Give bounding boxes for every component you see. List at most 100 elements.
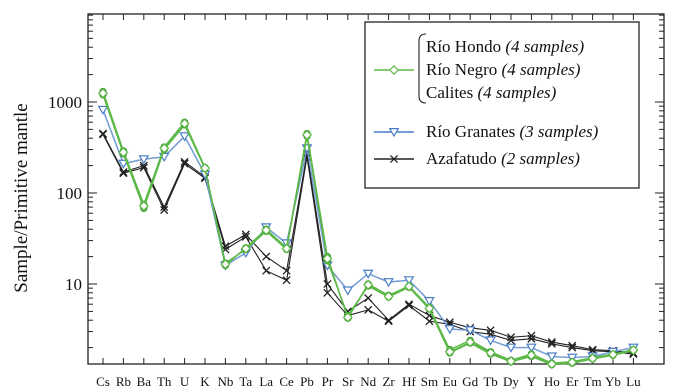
data-point (364, 305, 373, 314)
data-point (527, 334, 536, 343)
x-tick-label: Yb (605, 374, 621, 389)
legend-entry: Río Hondo (4 samples) (426, 37, 585, 56)
x-tick-label: Ba (137, 374, 152, 389)
legend-entry: Azafatudo (2 samples) (374, 149, 580, 168)
data-point (262, 252, 271, 261)
x-tick-label: Ce (279, 374, 294, 389)
legend-note: (3 samples) (519, 122, 598, 141)
x-tick-label: Sm (421, 374, 438, 389)
legend-label: Río Hondo (4 samples) (426, 37, 585, 56)
x-tick-label: Th (157, 374, 172, 389)
data-point (179, 132, 190, 142)
y-tick-label: 10 (65, 275, 82, 294)
x-tick-label: Lu (626, 374, 641, 389)
x-tick-label: Ho (544, 374, 560, 389)
x-tick-label: Ta (239, 374, 252, 389)
x-axis: Cs Rb Ba Th U K Nb Ta La Ce Pb Pr Sr Nd Zr Hf Sm Eu Gd Tb Dy… (96, 14, 641, 389)
data-point (383, 278, 394, 288)
legend-name: Río Granates (426, 122, 519, 141)
data-point (301, 129, 313, 140)
data-point (506, 336, 516, 345)
x-tick-label: U (180, 374, 190, 389)
data-point (607, 349, 619, 360)
data-point (587, 353, 598, 364)
data-point (240, 243, 251, 254)
data-point (180, 159, 189, 168)
y-tick-label: 100 (57, 184, 83, 203)
data-point (241, 232, 250, 241)
data-point (505, 343, 517, 353)
data-point (527, 331, 536, 340)
legend-group-brace (418, 33, 427, 104)
x-tick-label: Nd (360, 374, 376, 389)
data-point (444, 325, 456, 335)
x-tick-label: Pr (322, 374, 334, 389)
x-tick-label: Hf (402, 374, 416, 389)
data-point (526, 343, 537, 353)
data-point (241, 230, 250, 239)
data-point (547, 339, 556, 348)
legend-marker (389, 154, 399, 164)
x-tick-label: Tm (584, 374, 602, 389)
data-point (546, 352, 558, 362)
x-tick-label: Cs (96, 374, 110, 389)
data-point (404, 300, 414, 309)
x-tick-label: Nb (217, 374, 233, 389)
data-point (342, 286, 354, 296)
legend-marker (388, 128, 400, 138)
data-point (526, 350, 537, 361)
data-point (323, 288, 332, 297)
x-tick-label: Sr (342, 374, 354, 389)
legend-note: (2 samples) (501, 149, 580, 168)
data-point (505, 356, 517, 367)
y-axis: 10 100 1000 (48, 14, 664, 349)
data-point (138, 155, 150, 165)
data-point (363, 279, 374, 290)
x-tick-label: Eu (443, 374, 458, 389)
data-point (546, 358, 557, 370)
data-point (485, 336, 496, 346)
legend-entry: Río Negro (4 samples) (374, 60, 581, 79)
data-point (179, 118, 190, 129)
data-point (384, 316, 393, 325)
legend-name: Río Negro (426, 60, 502, 79)
data-point (383, 291, 394, 302)
x-tick-label: Er (566, 374, 579, 389)
data-point (364, 294, 373, 303)
x-tick-label: K (200, 374, 210, 389)
x-tick-label: La (259, 374, 273, 389)
data-point (628, 345, 639, 356)
legend-name: Calites (426, 83, 477, 102)
x-tick-label: Zr (382, 374, 395, 389)
x-tick-label: Dy (503, 374, 519, 389)
legend: Río Hondo (4 samples) Río Negro (4 sample… (364, 21, 640, 189)
data-point (425, 317, 434, 326)
data-point (403, 276, 415, 286)
legend-note: (4 samples) (502, 60, 581, 79)
data-point (98, 130, 108, 139)
legend-marker (388, 64, 400, 76)
data-point (323, 279, 332, 289)
data-point (567, 357, 578, 368)
x-tick-label: Gd (462, 374, 478, 389)
legend-entry: Calites (4 samples) (426, 83, 557, 102)
x-tick-label: Tb (483, 374, 497, 389)
y-axis-title: Sample/Primitive mantle (11, 103, 32, 292)
data-point (118, 147, 129, 158)
data-point (159, 143, 170, 154)
data-point (322, 253, 333, 264)
data-point (568, 343, 577, 352)
legend-label: Calites (4 samples) (426, 83, 557, 102)
legend-name: Azafatudo (426, 149, 501, 168)
data-point (485, 347, 496, 358)
data-point (97, 105, 109, 116)
data-point (588, 345, 597, 354)
plot-frame (87, 13, 665, 365)
x-tick-label: Y (527, 374, 537, 389)
data-point (119, 169, 128, 178)
data-point (362, 269, 374, 279)
x-tick-label: Rb (116, 374, 131, 389)
legend-label: Azafatudo (2 samples) (426, 149, 580, 168)
legend-note: (4 samples) (505, 37, 584, 56)
